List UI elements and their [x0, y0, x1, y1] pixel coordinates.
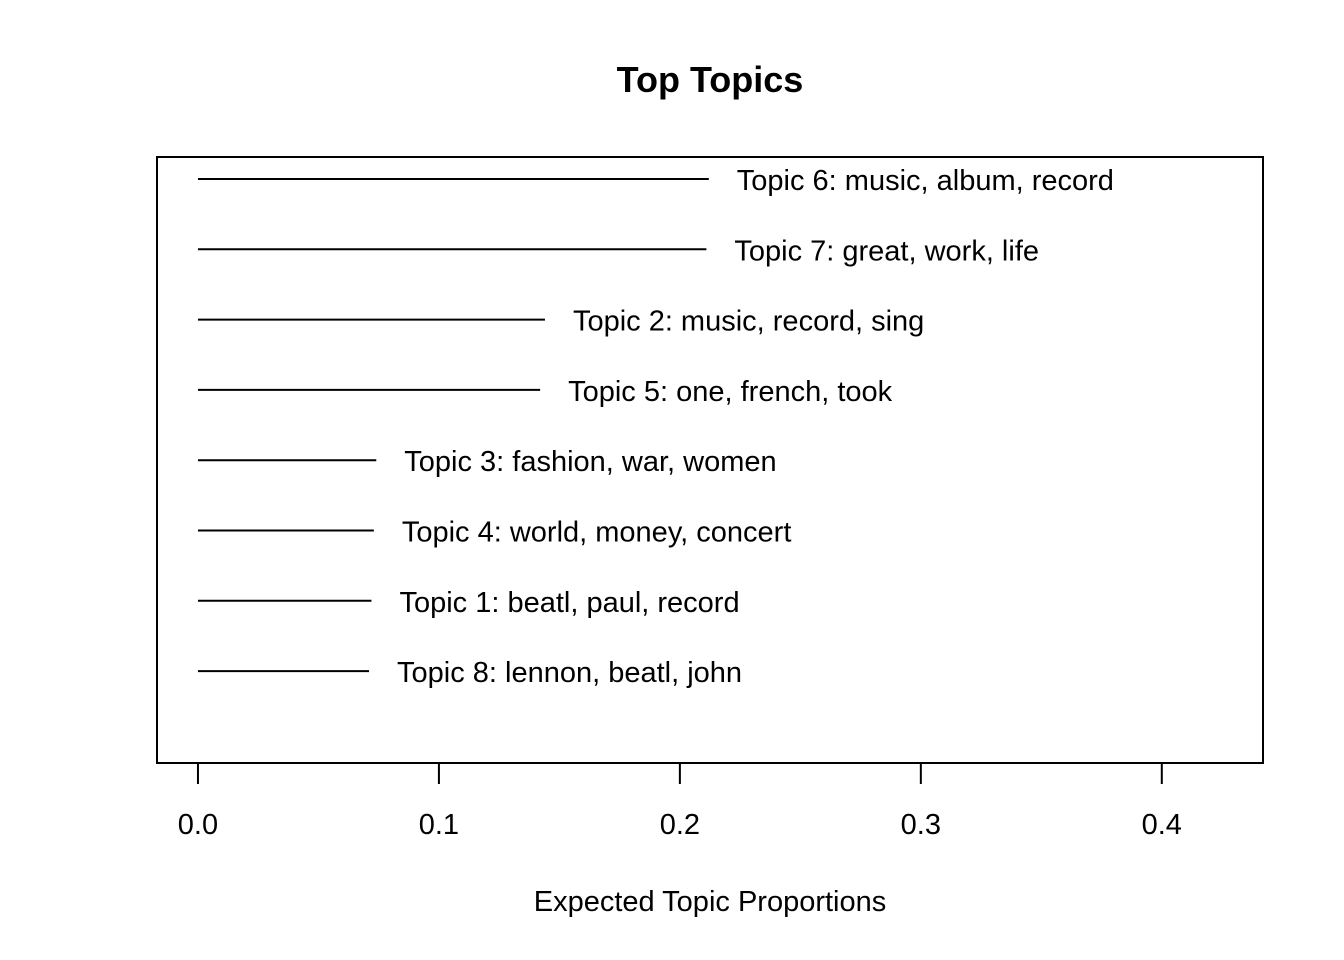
- x-tick-label: 0.4: [1142, 809, 1182, 841]
- x-axis-label: Expected Topic Proportions: [534, 886, 887, 918]
- x-axis: 0.0 0.1 0.2 0.3 0.4: [178, 762, 1182, 841]
- topic-label: Topic 7: great, work, life: [734, 235, 1039, 267]
- topic-label: Topic 6: music, album, record: [737, 165, 1114, 197]
- x-tick-label: 0.2: [660, 809, 700, 841]
- topic-label: Topic 8: lennon, beatl, john: [397, 657, 742, 689]
- topic-segments: Topic 6: music, album, record Topic 7: gr…: [197, 165, 1114, 689]
- topic-label: Topic 5: one, french, took: [568, 376, 893, 408]
- topic-label: Topic 4: world, money, concert: [402, 517, 792, 549]
- topic-label: Topic 2: music, record, sing: [573, 306, 924, 338]
- topic-label: Topic 3: fashion, war, women: [404, 446, 776, 478]
- chart-title: Top Topics: [617, 59, 804, 100]
- x-tick-label: 0.0: [178, 809, 218, 841]
- x-tick-label: 0.1: [419, 809, 459, 841]
- x-tick-label: 0.3: [901, 809, 941, 841]
- topic-label: Topic 1: beatl, paul, record: [399, 587, 739, 619]
